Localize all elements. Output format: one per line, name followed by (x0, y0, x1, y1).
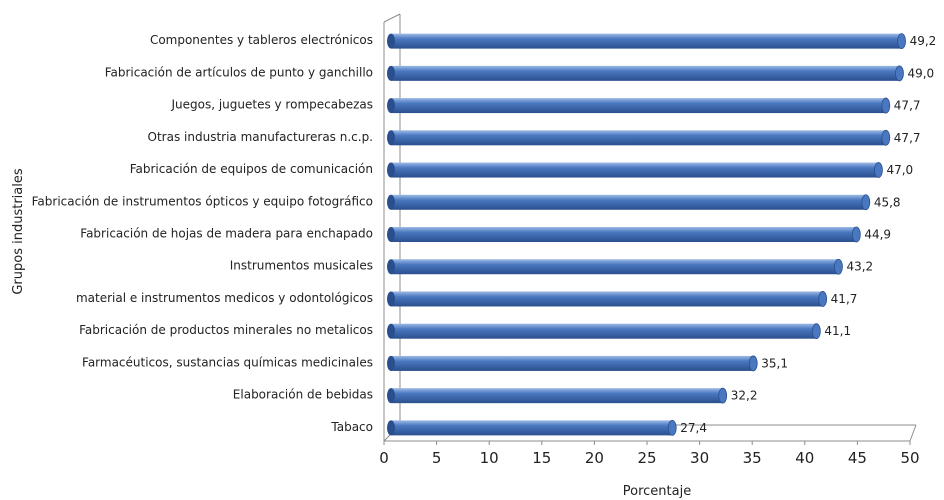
bar-end-cap (851, 226, 861, 243)
data-label: 32,2 (731, 389, 758, 403)
bar-end-cap (881, 129, 891, 146)
data-label: 49,0 (907, 66, 934, 80)
x-tick-label: 45 (848, 449, 867, 467)
bar-start-cap (387, 420, 395, 436)
bar (391, 194, 866, 210)
category-label: Fabricación de artículos de punto y ganc… (105, 65, 373, 79)
data-label: 45,8 (874, 195, 901, 209)
bar (391, 323, 817, 339)
bar-start-cap (387, 355, 395, 371)
data-label: 41,7 (831, 292, 858, 306)
bar-start-cap (387, 388, 395, 404)
category-label: material e instrumentos medicos y odonto… (76, 291, 373, 305)
x-tick-label: 25 (637, 449, 656, 467)
x-tick-label: 20 (585, 449, 604, 467)
bar (391, 162, 879, 178)
y-axis-label: Grupos industriales (11, 168, 26, 295)
bar (391, 388, 723, 404)
bar-end-cap (667, 419, 677, 436)
category-label: Juegos, juguetes y rompecabezas (170, 98, 373, 112)
bar (391, 227, 857, 242)
bar-start-cap (387, 33, 395, 49)
data-label: 41,1 (824, 324, 851, 338)
bar (391, 98, 886, 114)
category-label: Fabricación de productos minerales no me… (79, 323, 373, 337)
bar-start-cap (387, 162, 395, 178)
bar-start-cap (387, 323, 395, 339)
data-label: 47,0 (886, 163, 913, 177)
bar (391, 420, 673, 436)
x-tick-label: 10 (480, 449, 499, 467)
bar-start-cap (387, 130, 395, 146)
category-label: Elaboración de bebidas (233, 388, 373, 402)
axes: 0 5 10 15 20 25 30 35 40 45 50 (379, 13, 920, 467)
bar-start-cap (387, 65, 395, 81)
bar-start-cap (387, 291, 395, 307)
bar-end-cap (897, 33, 906, 50)
data-label: 35,1 (761, 356, 788, 370)
data-label: 49,2 (910, 34, 937, 48)
bar-end-cap (834, 258, 843, 275)
bar (391, 259, 839, 275)
bar-start-cap (387, 194, 395, 210)
bar-end-cap (874, 162, 883, 178)
bar (391, 33, 902, 49)
x-tick-label: 30 (690, 449, 709, 467)
bar (391, 291, 823, 307)
x-tick-label: 40 (795, 449, 814, 467)
bar-start-cap (387, 98, 395, 114)
data-label: 47,7 (894, 131, 921, 145)
category-label: Fabricación de hojas de madera para ench… (80, 227, 373, 241)
bar-start-cap (387, 227, 395, 242)
x-tick-label: 15 (532, 449, 551, 467)
bar (391, 130, 886, 146)
bar-start-cap (387, 259, 395, 275)
data-label: 44,9 (864, 228, 891, 242)
bar-end-cap (818, 291, 828, 307)
data-label: 47,7 (894, 99, 921, 113)
category-label: Componentes y tableros electrónicos (150, 33, 373, 47)
bars (387, 33, 906, 436)
bar (391, 65, 900, 81)
x-tick-label: 0 (379, 449, 389, 467)
category-label: Farmacéuticos, sustancias químicas medic… (82, 355, 373, 369)
labels: 49,2 Componentes y tableros electrónicos 4… (32, 33, 937, 435)
bar (391, 355, 754, 371)
bar-end-cap (748, 355, 758, 372)
category-label: Otras industria manufactureras n.c.p. (148, 130, 373, 144)
bar-end-cap (811, 323, 821, 340)
bar-end-cap (861, 194, 871, 211)
category-label: Tabaco (330, 420, 373, 434)
x-tick-label: 5 (432, 449, 442, 467)
bar-end-cap (718, 387, 728, 404)
category-label: Fabricación de instrumentos ópticos y eq… (32, 194, 373, 208)
x-tick-label: 50 (900, 449, 919, 467)
bar-end-cap (881, 97, 891, 114)
x-axis-label: Porcentaje (623, 484, 691, 499)
x-tick-label: 35 (743, 449, 762, 467)
data-label: 27,4 (680, 421, 707, 435)
category-label: Instrumentos musicales (230, 259, 373, 273)
wall-top-edge (383, 13, 401, 23)
bar-end-cap (895, 65, 904, 82)
category-label: Fabricación de equipos de comunicación (130, 162, 373, 176)
floor-right-edge (909, 424, 917, 442)
data-label: 43,2 (846, 260, 873, 274)
